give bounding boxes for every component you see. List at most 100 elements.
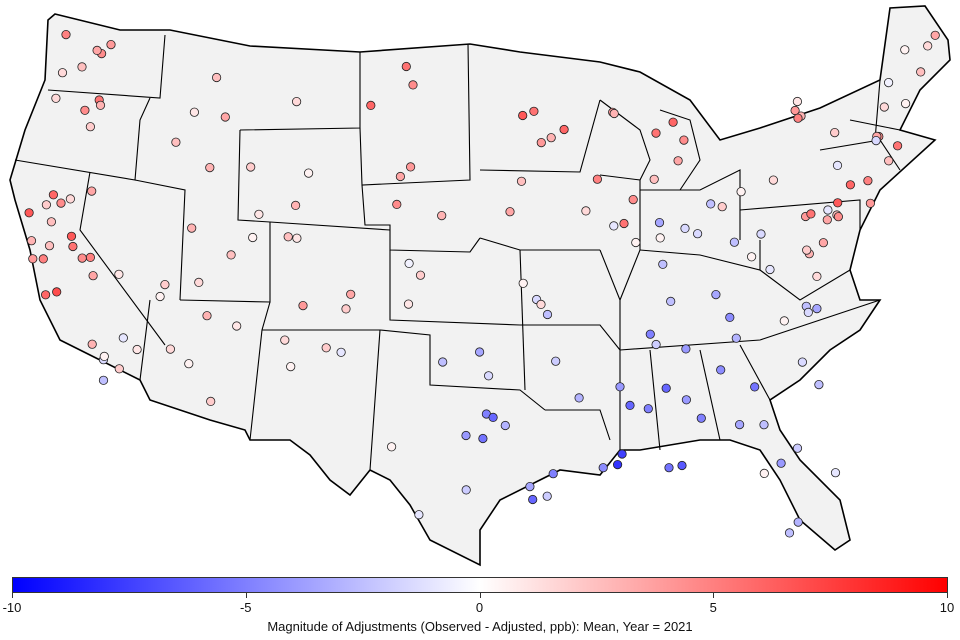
site-marker — [405, 162, 416, 172]
site-marker — [165, 344, 175, 354]
site-marker — [681, 395, 692, 405]
site-marker — [87, 186, 97, 196]
site-marker — [631, 237, 641, 248]
site-marker — [57, 68, 68, 78]
site-marker — [651, 128, 661, 138]
site-marker — [461, 485, 471, 495]
site-marker — [725, 312, 735, 322]
site-marker — [617, 449, 627, 459]
site-marker — [546, 133, 556, 143]
site-marker — [879, 102, 889, 112]
site-marker — [666, 296, 676, 306]
site-marker — [403, 299, 414, 309]
site-marker — [26, 236, 37, 246]
site-marker — [717, 202, 727, 212]
us-outline — [9, 5, 951, 567]
site-marker — [892, 141, 903, 151]
site-marker — [414, 510, 424, 520]
site-marker — [884, 156, 894, 166]
site-marker — [386, 442, 397, 452]
colorbar-tick — [245, 593, 247, 598]
site-marker — [438, 357, 448, 367]
colorbar-tick — [479, 593, 481, 598]
site-marker — [734, 419, 745, 430]
site-marker — [56, 198, 66, 208]
site-marker — [132, 344, 142, 355]
site-marker — [863, 176, 873, 186]
site-marker — [619, 218, 629, 229]
site-marker — [756, 229, 766, 239]
site-marker — [716, 365, 726, 375]
site-marker — [189, 107, 199, 117]
land-area — [9, 5, 951, 567]
site-marker — [865, 198, 876, 208]
site-marker — [790, 105, 800, 116]
site-marker — [651, 339, 661, 350]
site-marker — [516, 176, 527, 186]
site-marker — [823, 205, 833, 215]
site-marker — [930, 30, 940, 40]
site-marker — [404, 258, 414, 268]
colorbar-tick — [12, 593, 13, 598]
site-marker — [883, 78, 894, 88]
site-marker — [759, 468, 769, 478]
site-marker — [51, 93, 61, 103]
site-marker — [478, 433, 488, 444]
us-map — [9, 5, 951, 567]
site-marker — [609, 108, 619, 119]
site-marker — [187, 223, 197, 233]
site-marker — [160, 279, 170, 290]
site-marker — [61, 29, 71, 40]
site-marker — [802, 245, 812, 255]
site-marker — [833, 212, 844, 222]
site-marker — [118, 333, 128, 343]
site-marker — [500, 420, 510, 431]
site-marker — [548, 469, 558, 479]
site-marker — [114, 269, 124, 279]
site-marker — [85, 252, 96, 262]
site-marker — [48, 190, 59, 200]
site-marker — [66, 231, 77, 241]
site-marker — [658, 259, 668, 269]
site-marker — [793, 113, 803, 123]
site-marker — [900, 99, 911, 109]
site-marker — [77, 62, 87, 72]
site-marker — [731, 333, 741, 343]
site-marker — [654, 218, 665, 228]
site-marker — [98, 375, 109, 385]
site-marker — [812, 303, 822, 314]
site-marker — [65, 194, 76, 204]
monitoring-sites — [24, 29, 940, 538]
state-borders — [14, 34, 901, 471]
site-marker — [574, 393, 584, 403]
site-marker — [830, 468, 841, 478]
site-marker — [832, 160, 843, 170]
site-marker — [706, 199, 716, 209]
site-marker — [661, 383, 671, 393]
site-marker — [615, 382, 625, 392]
site-marker — [24, 208, 34, 218]
site-marker — [612, 459, 623, 470]
colorbar-tick-label: -10 — [2, 600, 22, 615]
site-marker — [518, 278, 528, 288]
site-marker — [765, 264, 775, 275]
site-marker — [95, 100, 106, 110]
site-marker — [518, 110, 528, 121]
site-marker — [488, 412, 498, 422]
site-marker — [528, 494, 538, 505]
site-marker — [923, 41, 933, 51]
site-marker — [87, 339, 97, 349]
site-marker — [692, 229, 703, 239]
site-marker — [303, 168, 314, 178]
site-marker — [845, 180, 856, 190]
site-marker — [68, 241, 78, 252]
site-marker — [80, 105, 90, 115]
site-marker — [916, 67, 926, 77]
site-marker — [92, 45, 102, 56]
site-marker — [283, 232, 293, 242]
site-marker — [155, 291, 165, 302]
site-marker — [415, 270, 426, 280]
site-marker — [99, 351, 109, 361]
site-marker — [114, 364, 124, 374]
site-marker — [77, 253, 87, 263]
